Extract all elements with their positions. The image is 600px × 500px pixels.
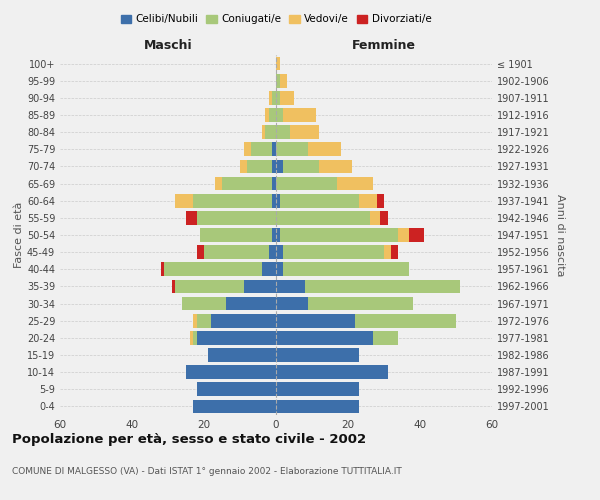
Bar (276, 331, 373, 344)
Bar (272, 91, 276, 104)
Bar (244, 142, 251, 156)
Bar (308, 296, 413, 310)
Bar (409, 228, 424, 242)
Bar (283, 160, 319, 173)
Bar (272, 160, 276, 173)
Bar (186, 211, 197, 224)
Bar (272, 176, 276, 190)
Bar (290, 126, 319, 139)
Bar (308, 142, 341, 156)
Bar (276, 366, 388, 379)
Bar (276, 108, 283, 122)
Bar (355, 314, 456, 328)
Bar (262, 262, 276, 276)
Bar (283, 108, 316, 122)
Bar (226, 296, 276, 310)
Bar (197, 211, 276, 224)
Bar (337, 176, 373, 190)
Bar (272, 228, 276, 242)
Bar (276, 314, 355, 328)
Bar (276, 126, 290, 139)
Bar (215, 176, 222, 190)
Text: Popolazione per età, sesso e stato civile - 2002: Popolazione per età, sesso e stato civil… (12, 432, 366, 446)
Bar (197, 382, 276, 396)
Bar (283, 262, 409, 276)
Y-axis label: Fasce di età: Fasce di età (14, 202, 24, 268)
Bar (193, 400, 276, 413)
Bar (398, 228, 409, 242)
Bar (276, 160, 283, 173)
Bar (175, 280, 244, 293)
Text: Femmine: Femmine (352, 40, 416, 52)
Bar (276, 296, 308, 310)
Bar (200, 228, 272, 242)
Bar (204, 246, 269, 259)
Bar (276, 246, 283, 259)
Bar (276, 400, 359, 413)
Bar (384, 246, 391, 259)
Bar (276, 142, 308, 156)
Bar (276, 348, 359, 362)
Bar (265, 108, 269, 122)
Bar (391, 246, 398, 259)
Bar (197, 314, 211, 328)
Bar (193, 194, 272, 207)
Bar (276, 176, 337, 190)
Bar (276, 228, 280, 242)
Bar (164, 262, 262, 276)
Bar (377, 194, 384, 207)
Bar (276, 382, 359, 396)
Bar (197, 331, 276, 344)
Text: Maschi: Maschi (143, 40, 193, 52)
Bar (272, 142, 276, 156)
Bar (305, 280, 460, 293)
Bar (276, 74, 280, 88)
Bar (211, 314, 276, 328)
Bar (197, 246, 204, 259)
Bar (208, 348, 276, 362)
Bar (269, 108, 276, 122)
Bar (182, 296, 226, 310)
Bar (370, 211, 380, 224)
Bar (161, 262, 164, 276)
Bar (283, 246, 384, 259)
Bar (276, 262, 283, 276)
Bar (193, 331, 197, 344)
Bar (359, 194, 377, 207)
Bar (190, 331, 193, 344)
Bar (272, 194, 276, 207)
Legend: Celibi/Nubili, Coniugati/e, Vedovi/e, Divorziati/e: Celibi/Nubili, Coniugati/e, Vedovi/e, Di… (116, 10, 436, 29)
Bar (373, 331, 398, 344)
Bar (222, 176, 272, 190)
Bar (262, 126, 265, 139)
Bar (280, 91, 294, 104)
Bar (269, 246, 276, 259)
Bar (276, 56, 280, 70)
Bar (240, 160, 247, 173)
Bar (276, 194, 280, 207)
Bar (280, 74, 287, 88)
Bar (193, 314, 197, 328)
Bar (186, 366, 276, 379)
Bar (280, 228, 398, 242)
Text: COMUNE DI MALGESSO (VA) - Dati ISTAT 1° gennaio 2002 - Elaborazione TUTTITALIA.I: COMUNE DI MALGESSO (VA) - Dati ISTAT 1° … (12, 468, 402, 476)
Bar (276, 91, 280, 104)
Y-axis label: Anni di nascita: Anni di nascita (555, 194, 565, 276)
Bar (175, 194, 193, 207)
Bar (265, 126, 276, 139)
Bar (280, 194, 359, 207)
Bar (251, 142, 272, 156)
Bar (276, 211, 370, 224)
Bar (172, 280, 175, 293)
Bar (244, 280, 276, 293)
Bar (269, 91, 272, 104)
Bar (276, 280, 305, 293)
Bar (319, 160, 352, 173)
Bar (247, 160, 272, 173)
Bar (380, 211, 388, 224)
